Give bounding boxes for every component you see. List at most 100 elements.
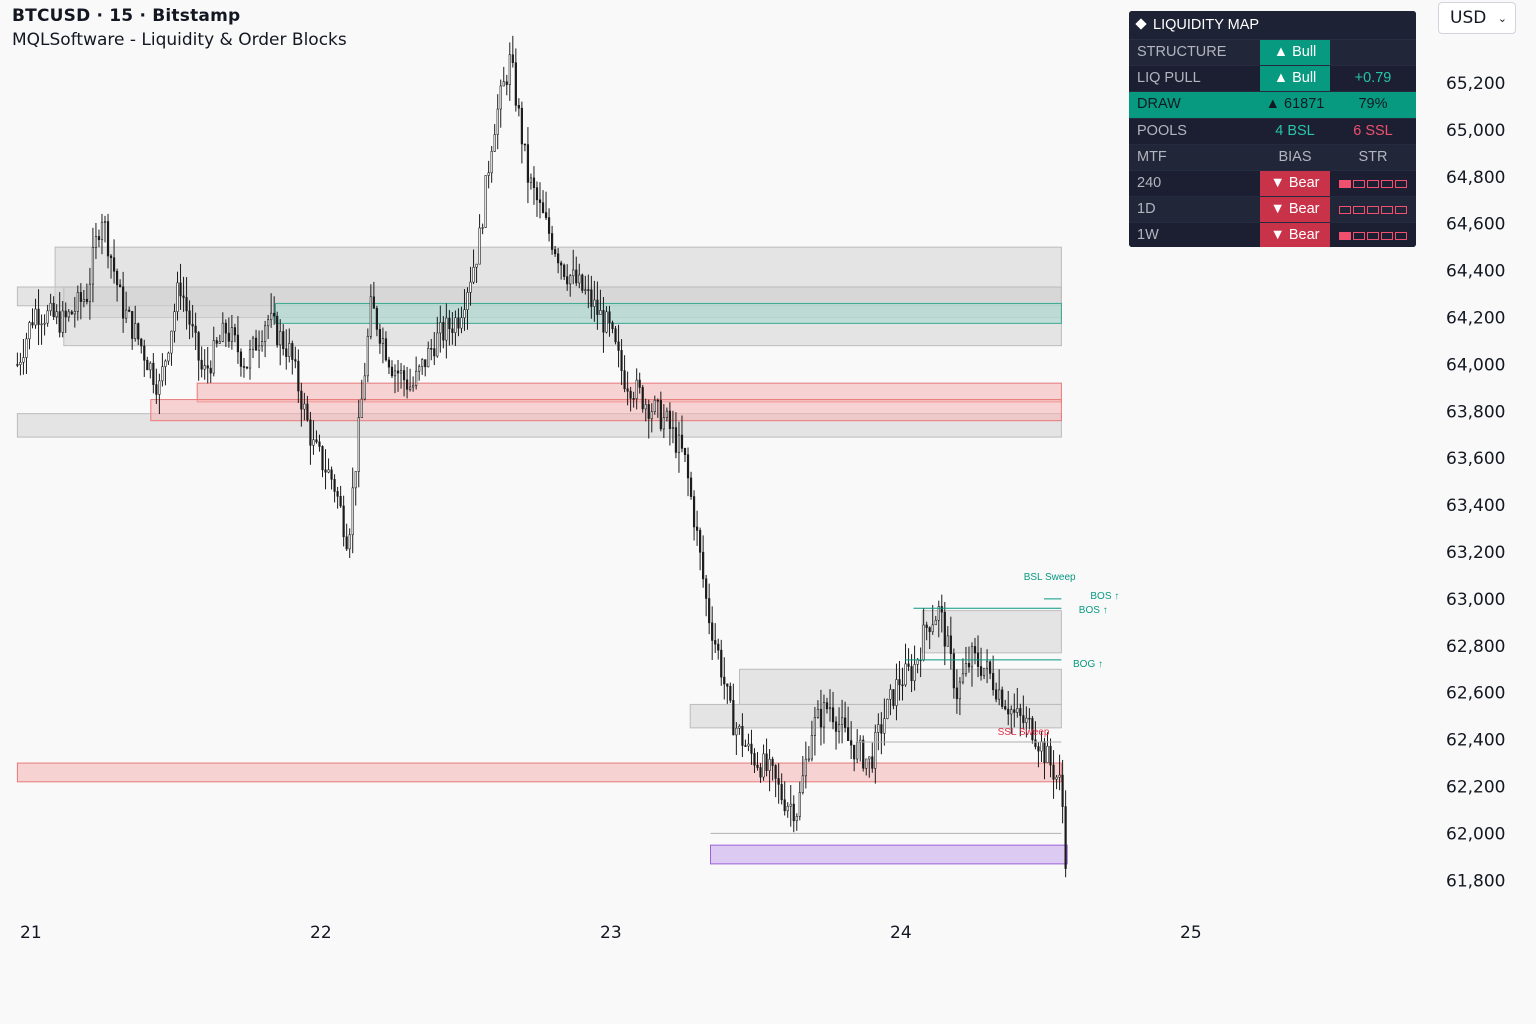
candle-body [1001,689,1004,707]
candle-body [901,684,904,687]
candle-body [614,328,617,343]
candle-body [79,292,82,302]
candle-body [318,441,321,447]
candle-body [1040,741,1043,752]
row-value: BIAS [1278,148,1312,165]
candle-body [248,349,252,369]
candle-body [647,404,650,419]
candle-body [103,221,107,223]
candle-body [831,707,835,723]
candle-body [958,681,961,700]
zone-teal [275,302,1062,324]
candle-body [508,54,511,85]
candle-body [868,756,871,760]
candle-body [342,505,345,538]
candle-body [245,366,249,369]
candle-body [399,370,403,374]
candle-body [1034,739,1037,747]
candle-body [264,325,267,342]
candle-body [294,359,297,362]
candle-body [711,622,714,641]
candle-body [572,269,575,277]
candle-body [1004,706,1007,710]
symbol-title[interactable]: BTCUSD · 15 · Bitstamp [12,6,241,26]
candle-body [982,667,986,676]
row-value: ▲ Bull [1260,66,1330,92]
candle-body [291,343,294,360]
price-tick-label: 65,200 [1446,74,1505,94]
strength-box [1353,179,1365,188]
candle-body [789,803,792,807]
strength-box [1367,179,1379,188]
candle-body [285,348,288,357]
zone-grey [739,668,1062,705]
candle-body [182,295,185,298]
candle-body [717,643,720,651]
candle-body [992,673,995,691]
liquidity-map-panel: LIQUIDITY MAP STRUCTURE ▲ Bull LIQ PULL ▲ B… [1129,11,1416,247]
candle-body [650,411,653,419]
candle-body [315,439,318,443]
candle-body [260,341,264,347]
candle-body [197,332,200,361]
candle-body [952,653,955,689]
zone-grey [921,610,1062,654]
candle-body [418,366,421,372]
candle-body [378,329,382,344]
candle-body [699,530,702,553]
candle-body [472,266,475,283]
candle-body [995,689,998,700]
annotation-label: BOS ↑ [1079,605,1108,616]
indicator-title[interactable]: MQLSoftware - Liquidity & Order Blocks [12,30,347,50]
candle-body [415,370,418,386]
candle-body [641,387,644,410]
currency-selector[interactable]: USD ⌄ [1438,2,1516,34]
candle-body [511,54,514,63]
candle-body [436,332,439,357]
time-tick-label: 25 [1180,923,1202,943]
candle-body [677,434,681,453]
zone-red [16,762,1062,783]
candle-body [242,366,246,368]
candle-body [964,663,968,675]
candle-body [312,439,315,446]
candle-body [529,177,533,183]
strength-box [1367,231,1379,240]
candle-body [1019,708,1022,716]
candle-body [457,317,460,329]
candle-body [31,322,34,326]
candle-body [638,379,641,388]
candle-body [327,469,330,473]
candle-body [804,758,807,777]
candle-body [496,108,499,135]
candle-body [451,328,454,333]
candle-body [224,322,227,334]
time-tick-label: 23 [600,923,622,943]
candle-body [345,536,348,550]
annotation-label: SSL Sweep [998,727,1050,738]
row-value: ▼ Bear [1260,223,1330,247]
candle-body [424,359,427,368]
candle-body [629,390,632,399]
candle-body [448,317,451,330]
candle-body [998,689,1001,700]
price-axis: 65,200 65,000 64,800 64,600 64,400 64,200 64,0… [1446,74,1505,891]
chevron-down-icon: ⌄ [1497,11,1507,25]
price-tick-label: 63,800 [1446,402,1505,422]
candle-body [115,270,119,286]
candle-body [578,274,581,284]
candle-body [82,298,85,302]
strength-box [1353,205,1365,214]
candle-body [55,311,58,318]
panel-title: LIQUIDITY MAP [1129,11,1416,40]
candle-body [348,534,351,550]
candle-body [37,308,40,325]
candle-body [587,289,590,291]
candle-body [626,388,629,392]
candle-body [780,784,783,801]
candle-body [478,227,481,265]
candle-body [946,635,949,647]
candle-body [795,816,798,822]
candle-body [708,598,711,624]
